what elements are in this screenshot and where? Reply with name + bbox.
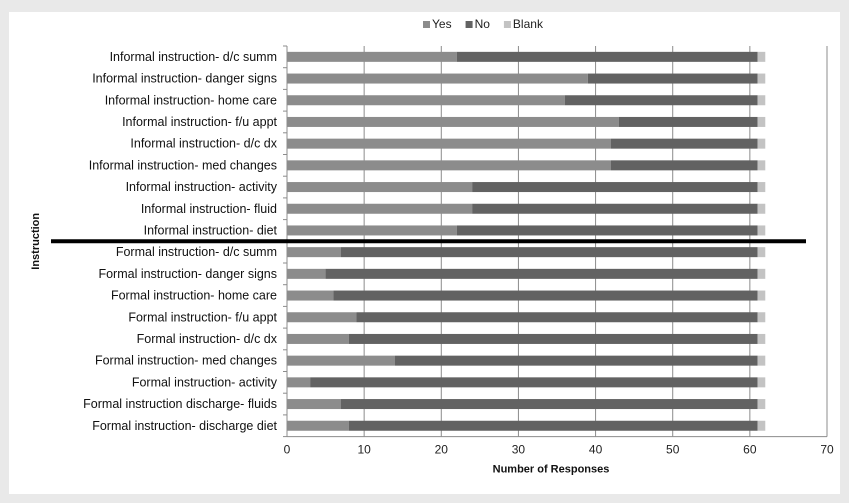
bar-blank-informal-instruction-diet <box>757 225 766 236</box>
x-tick-label: 50 <box>666 443 680 457</box>
bar-no-formal-instruction-activity <box>310 377 758 388</box>
chart-panel: Informal instruction- d/c summ Informal i… <box>9 12 840 494</box>
bar-blank-formal-instruction-discharge-fluids <box>757 399 766 410</box>
bar-no-formal-instruction-f-u-appt <box>356 312 758 323</box>
bar-yes-formal-instruction-discharge-diet <box>287 420 349 431</box>
bar-no-informal-instruction-fluid <box>472 203 758 214</box>
bar-blank-informal-instruction-d-c-summ <box>757 51 766 62</box>
bar-blank-informal-instruction-fluid <box>757 203 766 214</box>
bar-no-formal-instruction-d-c-dx <box>348 333 758 344</box>
legend-swatch-blank <box>503 21 511 28</box>
category-label: Informal instruction- danger signs <box>92 72 277 86</box>
category-label: Formal instruction- danger signs <box>98 267 277 281</box>
bar-no-formal-instruction-discharge-diet <box>348 420 758 431</box>
x-tick-label: 30 <box>512 443 526 457</box>
bars <box>287 51 766 431</box>
x-tick-label: 0 <box>284 443 291 457</box>
x-tick-labels: 0 10 20 30 40 50 60 70 <box>284 443 834 457</box>
legend-label-yes: Yes <box>432 17 452 31</box>
legend-label-no: No <box>475 17 491 31</box>
bar-yes-formal-instruction-activity <box>287 377 311 388</box>
bar-blank-formal-instruction-discharge-diet <box>757 420 766 431</box>
bar-no-informal-instruction-diet <box>456 225 758 236</box>
bar-yes-formal-instruction-f-u-appt <box>287 312 357 323</box>
bar-no-informal-instruction-home-care <box>564 95 758 106</box>
legend-swatch-no <box>465 21 473 28</box>
bar-yes-informal-instruction-fluid <box>287 203 473 214</box>
bar-yes-informal-instruction-d-c-summ <box>287 51 457 62</box>
legend: Yes No Blank <box>423 17 544 31</box>
bar-no-formal-instruction-home-care <box>333 290 758 301</box>
category-label: Formal instruction- med changes <box>95 354 277 368</box>
category-label: Formal instruction- discharge diet <box>92 419 277 433</box>
bar-yes-formal-instruction-d-c-dx <box>287 333 349 344</box>
bar-yes-informal-instruction-home-care <box>287 95 565 106</box>
bar-blank-informal-instruction-d-c-dx <box>757 138 766 149</box>
bar-yes-informal-instruction-danger-signs <box>287 73 588 84</box>
x-axis-title: Number of Responses <box>493 464 610 476</box>
category-label: Informal instruction- f/u appt <box>122 115 277 129</box>
stacked-bar-chart: Informal instruction- d/c summ Informal i… <box>30 17 834 476</box>
bar-yes-formal-instruction-med-changes <box>287 355 395 366</box>
bar-blank-informal-instruction-med-changes <box>757 160 766 171</box>
category-label: Informal instruction- diet <box>144 223 278 237</box>
bar-no-informal-instruction-danger-signs <box>587 73 758 84</box>
category-label: Informal instruction- d/c summ <box>110 50 277 64</box>
category-labels: Informal instruction- d/c summ Informal i… <box>83 50 278 433</box>
category-label: Informal instruction- home care <box>105 93 277 107</box>
category-label: Formal instruction- d/c summ <box>116 245 277 259</box>
bar-no-informal-instruction-f-u-appt <box>618 116 758 127</box>
bar-yes-informal-instruction-med-changes <box>287 160 611 171</box>
x-tick-label: 70 <box>820 443 834 457</box>
bar-no-formal-instruction-med-changes <box>395 355 758 366</box>
bar-blank-informal-instruction-danger-signs <box>757 73 766 84</box>
legend-swatch-yes <box>423 21 430 28</box>
bar-no-formal-instruction-danger-signs <box>325 268 758 279</box>
bar-blank-formal-instruction-activity <box>757 377 766 388</box>
bar-blank-formal-instruction-f-u-appt <box>757 312 766 323</box>
bar-blank-informal-instruction-f-u-appt <box>757 116 766 127</box>
category-label: Formal instruction- activity <box>132 375 278 389</box>
bar-blank-formal-instruction-med-changes <box>757 355 766 366</box>
bar-blank-formal-instruction-d-c-summ <box>757 247 766 258</box>
bar-yes-informal-instruction-activity <box>287 182 473 193</box>
bar-no-informal-instruction-activity <box>472 182 758 193</box>
bar-yes-informal-instruction-d-c-dx <box>287 138 611 149</box>
x-tick-label: 20 <box>435 443 449 457</box>
x-tick-label: 60 <box>743 443 757 457</box>
bar-no-informal-instruction-d-c-summ <box>456 51 758 62</box>
bar-yes-formal-instruction-d-c-summ <box>287 247 341 258</box>
category-label: Informal instruction- med changes <box>89 158 277 172</box>
bar-yes-formal-instruction-danger-signs <box>287 268 326 279</box>
bar-blank-formal-instruction-home-care <box>757 290 766 301</box>
bar-yes-informal-instruction-diet <box>287 225 457 236</box>
x-tick-label: 10 <box>357 443 371 457</box>
bar-blank-formal-instruction-danger-signs <box>757 268 766 279</box>
category-label: Informal instruction- fluid <box>141 202 277 216</box>
bar-no-formal-instruction-discharge-fluids <box>341 399 758 410</box>
bar-no-formal-instruction-d-c-summ <box>341 247 758 258</box>
bar-yes-formal-instruction-home-care <box>287 290 334 301</box>
x-tick-label: 40 <box>589 443 603 457</box>
bar-blank-informal-instruction-home-care <box>757 95 766 106</box>
bar-yes-formal-instruction-discharge-fluids <box>287 399 341 410</box>
category-label: Formal instruction- d/c dx <box>137 332 278 346</box>
category-label: Formal instruction- f/u appt <box>128 310 277 324</box>
y-axis-title: Instruction <box>30 213 42 270</box>
category-label: Formal instruction- home care <box>111 289 277 303</box>
category-label: Informal instruction- d/c dx <box>130 137 277 151</box>
category-label: Informal instruction- activity <box>126 180 278 194</box>
bar-no-informal-instruction-d-c-dx <box>611 138 758 149</box>
bar-blank-informal-instruction-activity <box>757 182 766 193</box>
category-label: Formal instruction discharge- fluids <box>83 397 277 411</box>
bar-no-informal-instruction-med-changes <box>611 160 758 171</box>
bar-yes-informal-instruction-f-u-appt <box>287 116 619 127</box>
bar-blank-formal-instruction-d-c-dx <box>757 333 766 344</box>
legend-label-blank: Blank <box>513 17 544 31</box>
